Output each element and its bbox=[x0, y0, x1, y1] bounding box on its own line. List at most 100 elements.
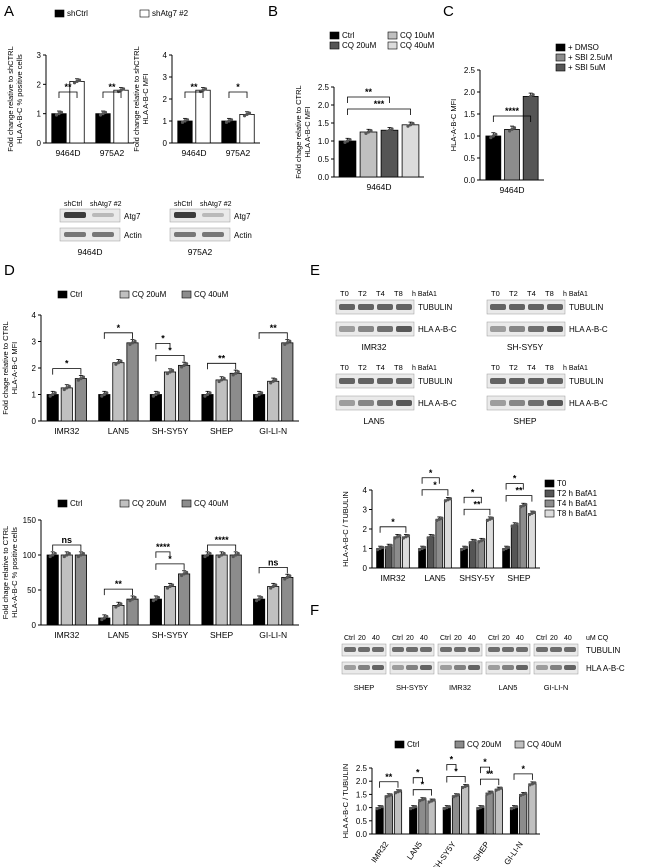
bar bbox=[46, 554, 59, 626]
y-tick-label: 0 bbox=[32, 621, 37, 630]
bar bbox=[384, 795, 393, 835]
bar bbox=[486, 518, 494, 569]
data-point bbox=[283, 577, 287, 581]
data-point bbox=[168, 584, 172, 589]
blot-band bbox=[468, 647, 480, 652]
data-point bbox=[201, 88, 205, 92]
blot-membrane bbox=[486, 299, 566, 315]
data-point bbox=[98, 113, 103, 117]
data-point bbox=[488, 791, 492, 795]
y-axis-label: HLA A-B-C / TUBULIN bbox=[341, 764, 350, 838]
significance-label: ns bbox=[268, 557, 279, 567]
legend-label: CQ 40uM bbox=[400, 41, 435, 50]
data-point bbox=[67, 551, 71, 556]
data-point bbox=[364, 131, 368, 135]
bar bbox=[149, 394, 162, 422]
blot-band bbox=[202, 213, 224, 217]
legend-swatch bbox=[544, 479, 555, 488]
legend-swatch bbox=[119, 499, 130, 508]
data-point bbox=[170, 368, 175, 372]
blot-band bbox=[516, 647, 528, 652]
data-point bbox=[519, 505, 523, 509]
y-tick-label: 2 bbox=[32, 364, 37, 373]
data-point bbox=[257, 392, 261, 397]
x-tick-label: SHSY-5Y bbox=[459, 573, 495, 583]
data-point bbox=[116, 603, 120, 608]
y-tick-label: 3 bbox=[363, 506, 368, 515]
y-tick-label: 2.0 bbox=[318, 101, 330, 110]
data-point bbox=[65, 553, 69, 557]
data-point bbox=[485, 792, 489, 796]
chart-E: 0 1 2 3 4 HLA-A-B-C / TUBULIN IMR32 LAN5 SHSY-5Y… bbox=[341, 468, 598, 583]
significance-label: * bbox=[471, 487, 475, 497]
significance-label: ns bbox=[62, 535, 73, 545]
blot-band bbox=[358, 665, 370, 670]
significance-bracket bbox=[258, 567, 288, 574]
data-point bbox=[234, 553, 238, 557]
data-point bbox=[395, 535, 399, 539]
y-tick-label: 3 bbox=[163, 73, 168, 82]
bar bbox=[494, 788, 503, 835]
legend-swatch bbox=[514, 740, 525, 749]
significance-bracket bbox=[505, 483, 524, 490]
x-tick-label: 975A2 bbox=[100, 148, 125, 158]
legend-swatch bbox=[119, 290, 130, 299]
blot-membrane bbox=[335, 299, 415, 315]
data-point bbox=[151, 599, 155, 603]
data-point bbox=[259, 391, 264, 395]
data-point bbox=[426, 536, 430, 540]
data-point bbox=[432, 798, 436, 802]
blot-band bbox=[358, 326, 374, 332]
blot-band bbox=[564, 665, 576, 670]
blot-lane-label: T0 bbox=[340, 289, 349, 298]
x-tick-label: LAN5 bbox=[424, 573, 446, 583]
blot-band bbox=[358, 304, 374, 310]
y-tick-label: 2.0 bbox=[464, 88, 476, 97]
data-point bbox=[77, 78, 82, 82]
data-point bbox=[411, 121, 415, 126]
legend-label: + DMSO bbox=[568, 43, 599, 52]
blot-band bbox=[490, 326, 506, 332]
bar bbox=[485, 135, 502, 181]
data-point bbox=[431, 534, 435, 538]
blot-membrane bbox=[335, 395, 415, 411]
data-point bbox=[182, 572, 186, 576]
x-tick-label: SH-SY5Y bbox=[152, 630, 189, 640]
blot-protein-label: TUBULIN bbox=[418, 377, 452, 386]
blot-E-IMR32: T0 T2 T4 T8 h BafA1 TUBULIN HLA A-B-C IMR32 bbox=[335, 289, 457, 352]
data-point bbox=[530, 511, 534, 515]
data-point bbox=[471, 540, 475, 544]
legend-swatch bbox=[555, 43, 566, 52]
y-tick-label: 1 bbox=[163, 117, 168, 126]
significance-bracket bbox=[207, 362, 237, 370]
significance-bracket bbox=[184, 91, 204, 98]
blot-band bbox=[202, 232, 224, 237]
significance-bracket bbox=[412, 777, 423, 784]
panel-letter-F: F bbox=[310, 602, 319, 619]
data-point bbox=[375, 806, 379, 811]
data-point bbox=[133, 339, 137, 343]
data-point bbox=[116, 361, 120, 365]
data-point bbox=[274, 583, 278, 587]
blot-lane-label: 20 bbox=[406, 635, 414, 642]
data-point bbox=[269, 381, 273, 385]
data-point bbox=[510, 127, 514, 131]
significance-label: *** bbox=[374, 99, 385, 109]
blot-cell-label: 9464D bbox=[77, 247, 102, 257]
significance-bracket bbox=[379, 526, 407, 533]
blot-band bbox=[509, 378, 525, 384]
data-point bbox=[526, 96, 530, 100]
data-point bbox=[406, 534, 411, 538]
data-point bbox=[128, 599, 132, 603]
blot-cell-label: IMR32 bbox=[449, 683, 471, 692]
data-point bbox=[384, 546, 388, 550]
significance-label: * bbox=[454, 766, 458, 776]
bar bbox=[267, 380, 280, 422]
blot-band bbox=[392, 665, 404, 670]
data-point bbox=[51, 392, 55, 397]
significance-bracket bbox=[421, 477, 440, 484]
data-point bbox=[396, 790, 400, 794]
blot-lane-label: shAtg7 #2 bbox=[90, 201, 122, 208]
bar bbox=[281, 577, 294, 626]
